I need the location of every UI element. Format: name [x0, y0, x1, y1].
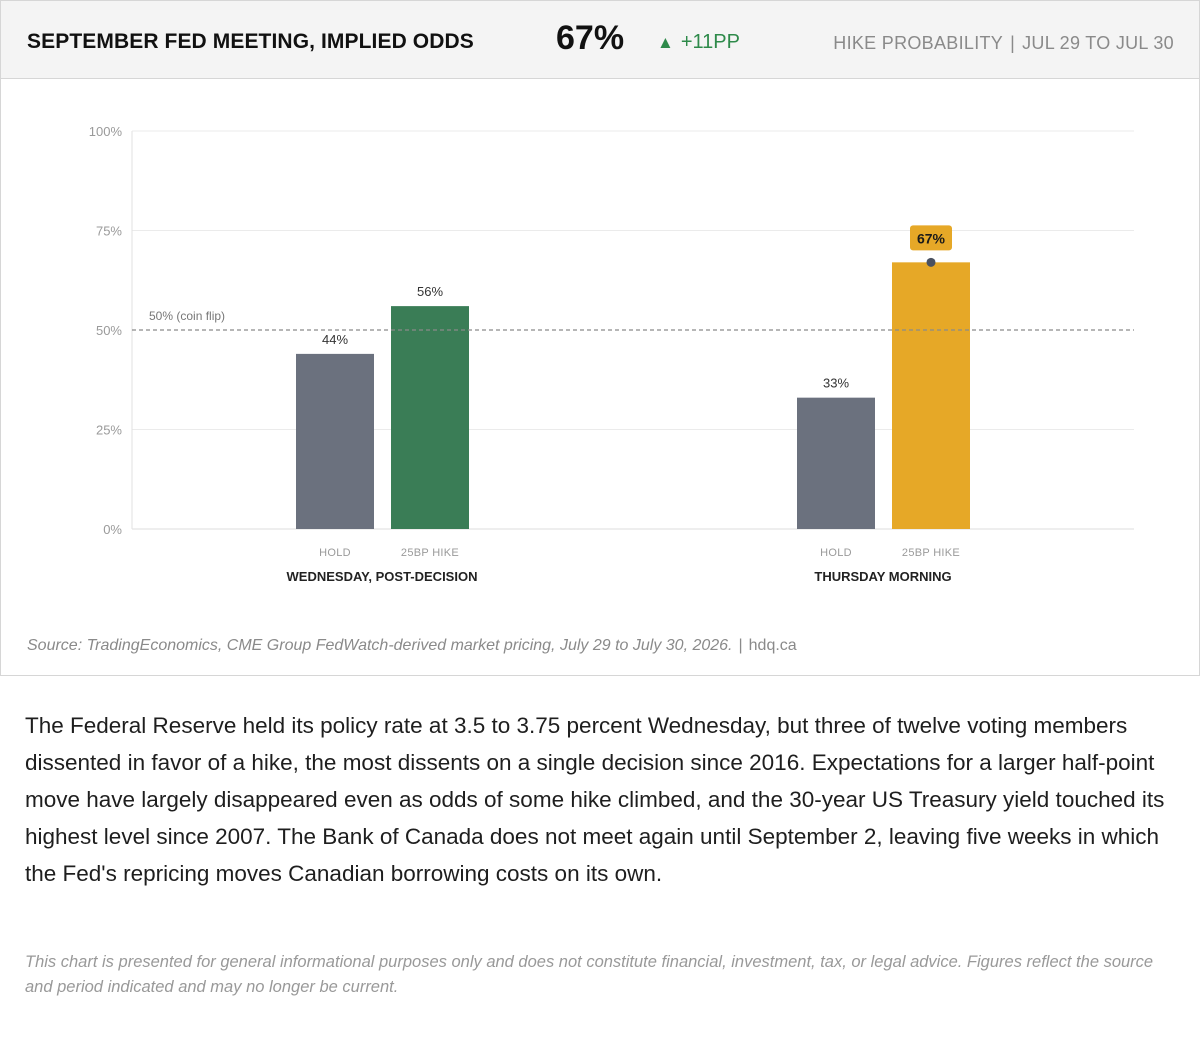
change-value: +11PP — [680, 31, 740, 53]
article-paragraph: The Federal Reserve held its policy rate… — [25, 713, 1165, 886]
metric-label: HIKE PROBABILITY — [833, 33, 1004, 53]
group-label: THURSDAY MORNING — [814, 569, 951, 584]
bar — [391, 306, 469, 529]
meta-separator: | — [1010, 33, 1016, 53]
chart-title: SEPTEMBER FED MEETING, IMPLIED ODDS — [27, 30, 474, 53]
y-tick-label: 0% — [103, 522, 122, 537]
data-label: 44% — [322, 332, 348, 347]
source-text: Source: TradingEconomics, CME Group FedW… — [27, 637, 733, 654]
source-site: hdq.ca — [748, 637, 797, 654]
category-label: HOLD — [820, 547, 852, 559]
reference-line-label: 50% (coin flip) — [149, 309, 225, 323]
category-label: HOLD — [319, 547, 351, 559]
header-meta: HIKE PROBABILITY | JUL 29 TO JUL 30 — [833, 33, 1174, 54]
data-label: 33% — [823, 376, 849, 391]
headline-value: 67% — [556, 19, 625, 57]
y-tick-label: 75% — [96, 224, 122, 239]
triangle-up-icon: ▲ — [657, 33, 674, 52]
disclaimer: This chart is presented for general info… — [25, 953, 1154, 996]
change-indicator: ▲ +11PP — [657, 31, 740, 54]
bar — [797, 397, 875, 529]
source-separator: | — [738, 637, 743, 654]
category-label: 25BP HIKE — [902, 547, 960, 559]
period-label: JUL 29 TO JUL 30 — [1022, 33, 1174, 53]
highlight-marker — [926, 257, 936, 267]
y-tick-label: 25% — [96, 423, 122, 438]
bar-chart: 0% 25% 50% 75% 100% 44% HOLD 56% 25BP HIKE WEDNES… — [89, 124, 1134, 584]
category-label: 25BP HIKE — [401, 547, 459, 559]
y-tick-label: 100% — [89, 124, 123, 139]
chart-card: SEPTEMBER FED MEETING, IMPLIED ODDS 67% … — [0, 0, 1200, 676]
source-note: Source: TradingEconomics, CME Group FedW… — [27, 637, 797, 655]
data-label: 67% — [917, 230, 946, 246]
bar — [296, 353, 374, 529]
y-tick-label: 50% — [96, 323, 122, 338]
value-badge — [910, 225, 952, 251]
group-label: WEDNESDAY, POST-DECISION — [287, 569, 478, 584]
chart-header: SEPTEMBER FED MEETING, IMPLIED ODDS 67% … — [1, 1, 1199, 79]
data-label: 56% — [417, 284, 443, 299]
bar — [892, 262, 970, 529]
